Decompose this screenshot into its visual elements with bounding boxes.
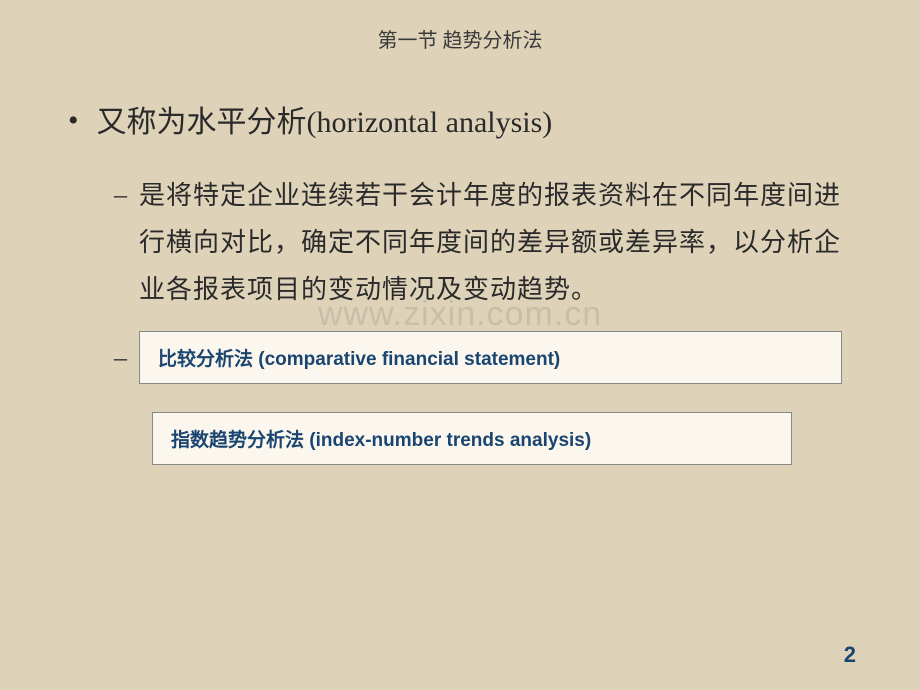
main-bullet-text: 又称为水平分析(horizontal analysis) — [97, 103, 553, 144]
sub-bullet-text: 是将特定企业连续若干会计年度的报表资料在不同年度间进行横向对比，确定不同年度间的… — [139, 172, 852, 314]
method-box-row-2: 指数趋势分析法 (index-number trends analysis) — [114, 412, 852, 465]
main-bullet-row: • 又称为水平分析(horizontal analysis) — [68, 103, 852, 144]
content-area: • 又称为水平分析(horizontal analysis) – 是将特定企业连… — [0, 53, 920, 465]
bullet-dot-icon: • — [68, 103, 79, 139]
dash-icon: – — [114, 172, 127, 219]
sub-bullet-row: – 是将特定企业连续若干会计年度的报表资料在不同年度间进行横向对比，确定不同年度… — [114, 172, 852, 314]
slide-title: 第一节 趋势分析法 — [0, 0, 920, 53]
method-box-1: 比较分析法 (comparative financial statement) — [139, 331, 842, 384]
method-box-2: 指数趋势分析法 (index-number trends analysis) — [152, 412, 792, 465]
method-box-row-1: – 比较分析法 (comparative financial statement… — [114, 331, 852, 384]
dash-icon: – — [114, 343, 127, 373]
page-number: 2 — [844, 642, 856, 668]
